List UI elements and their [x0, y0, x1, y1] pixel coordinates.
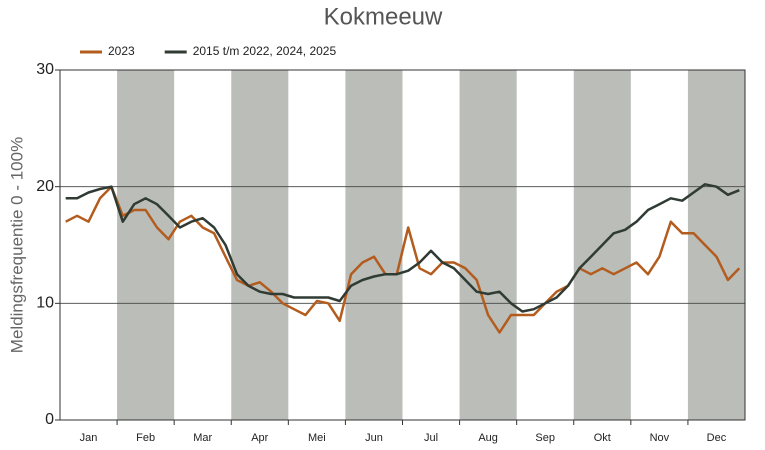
x-tick-label: Sep	[535, 432, 555, 444]
x-tick-label: Jan	[80, 432, 98, 444]
x-tick-label: Okt	[594, 432, 611, 444]
y-tick-label: 20	[36, 178, 54, 195]
x-tick-label: Feb	[136, 432, 155, 444]
x-tick-label: Dec	[707, 432, 727, 444]
month-shade	[117, 70, 175, 420]
x-tick-label: Mar	[193, 432, 212, 444]
series-line	[65, 183, 740, 313]
x-tick-label: Apr	[251, 432, 268, 444]
y-tick-label: 10	[36, 295, 54, 312]
legend-label: 2023	[108, 44, 135, 58]
month-shade	[459, 70, 517, 420]
chart-title: Kokmeeuw	[324, 3, 443, 30]
month-shade	[687, 70, 745, 420]
y-tick-label: 0	[45, 411, 54, 428]
plot-frame	[59, 69, 746, 421]
y-tick-label: 30	[36, 61, 54, 78]
x-tick-label: Jun	[365, 432, 383, 444]
x-tick-label: Nov	[650, 432, 670, 444]
month-shade	[231, 70, 289, 420]
x-tick-label: Mei	[308, 432, 326, 444]
month-shade	[345, 70, 403, 420]
x-tick-label: Aug	[478, 432, 498, 444]
x-tick-label: Jul	[424, 432, 438, 444]
y-axis-label: Meldingsfrequentie 0 - 100%	[7, 137, 26, 353]
legend-label: 2015 t/m 2022, 2024, 2025	[193, 44, 337, 58]
